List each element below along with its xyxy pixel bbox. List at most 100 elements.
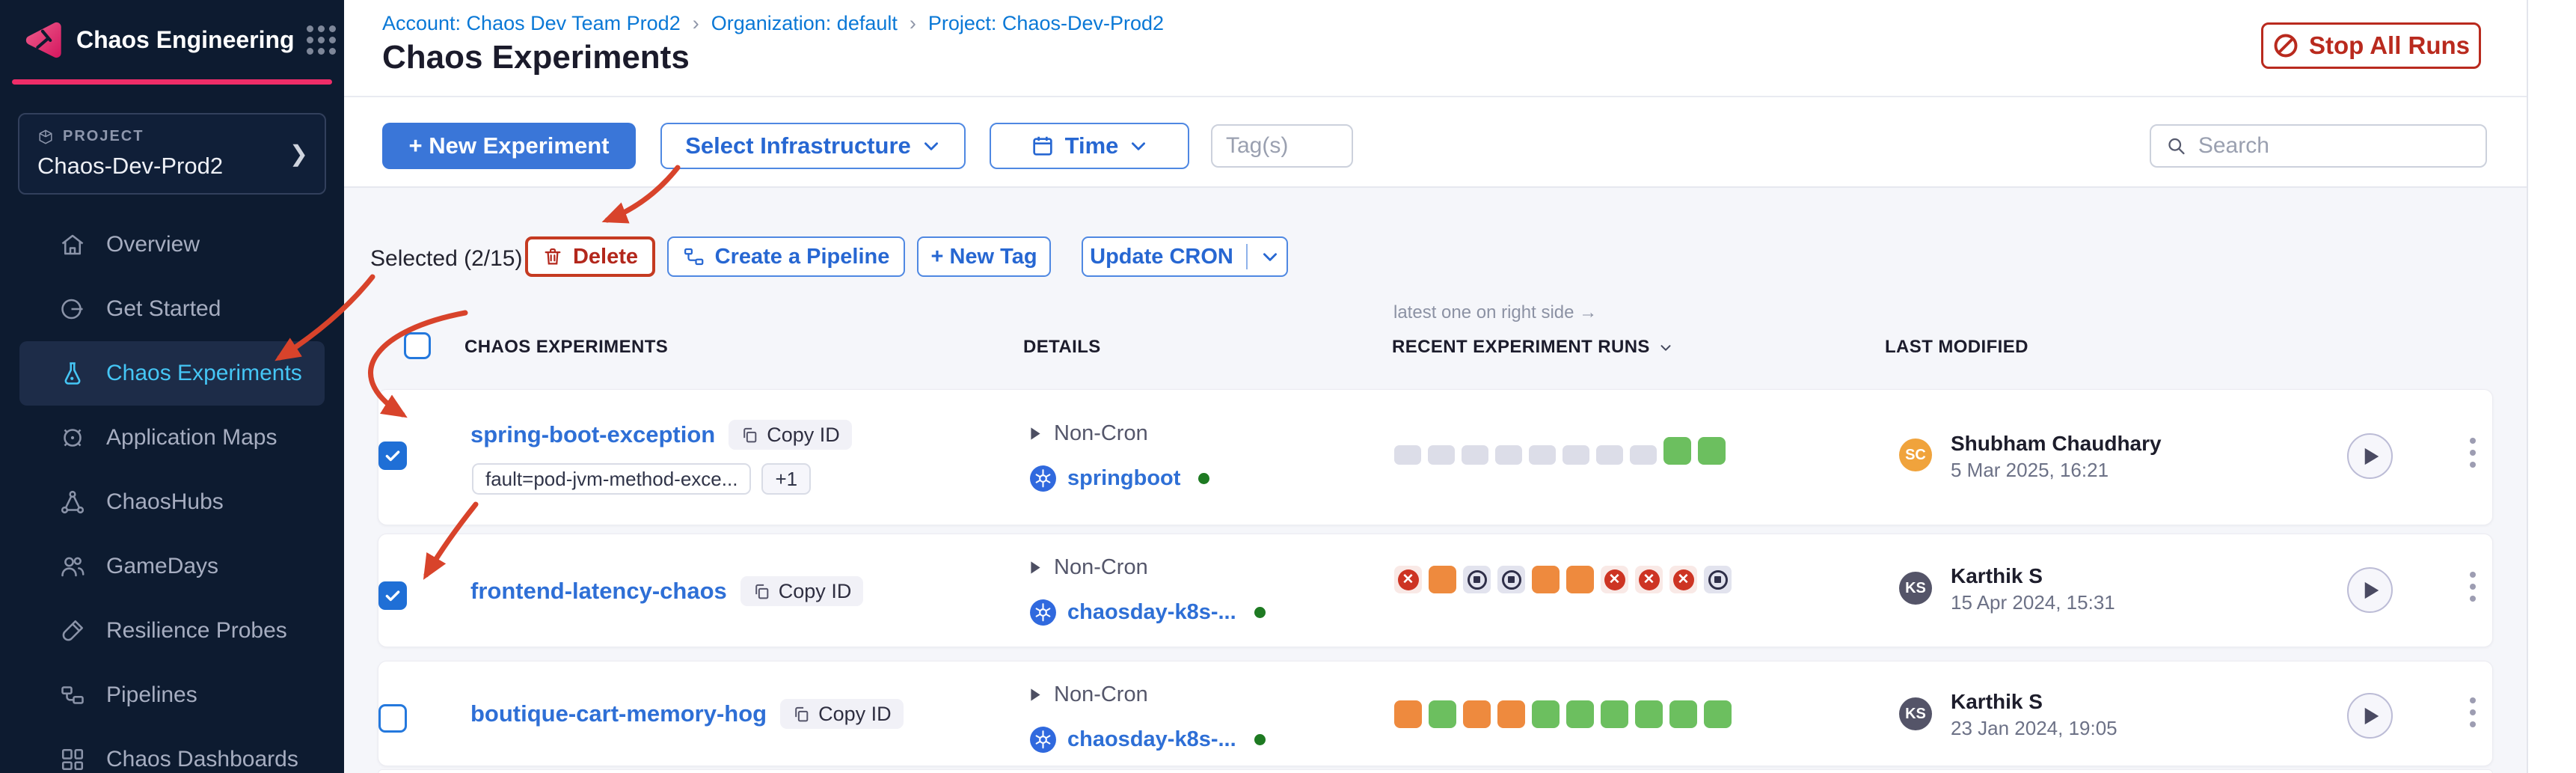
experiment-name-link[interactable]: boutique-cart-memory-hog bbox=[470, 700, 767, 727]
run-status-completed[interactable] bbox=[1429, 700, 1456, 728]
infrastructure-link[interactable]: chaosday-k8s-... bbox=[1067, 600, 1236, 624]
tag-pill[interactable]: fault=pod-jvm-method-exce... bbox=[472, 463, 752, 495]
run-experiment-button[interactable] bbox=[2347, 693, 2393, 739]
run-status-empty[interactable] bbox=[1394, 445, 1421, 465]
stop-slash-icon bbox=[2274, 34, 2298, 58]
cube-icon bbox=[39, 129, 52, 144]
scrollbar-gutter[interactable] bbox=[2527, 0, 2576, 773]
run-status-empty[interactable] bbox=[1462, 445, 1488, 465]
chevron-down-icon bbox=[1132, 142, 1146, 150]
update-cron-split-button[interactable]: Update CRON bbox=[1082, 236, 1288, 277]
get-started-icon bbox=[58, 295, 87, 323]
row-checkbox[interactable] bbox=[378, 581, 407, 610]
column-header-recent-runs[interactable]: RECENT EXPERIMENT RUNS bbox=[1392, 337, 1674, 358]
copy-id-button[interactable]: Copy ID bbox=[780, 699, 904, 729]
column-header-details[interactable]: DETAILS bbox=[1023, 337, 1101, 357]
run-status-completed[interactable] bbox=[1669, 700, 1697, 728]
modified-by-name: Shubham Chaudhary bbox=[1951, 432, 2162, 455]
run-status-completed[interactable] bbox=[1663, 437, 1691, 465]
run-status-amber[interactable] bbox=[1566, 566, 1594, 593]
nodes-icon bbox=[58, 488, 87, 516]
experiment-row: boutique-cart-memory-hog Copy ID Non-Cro… bbox=[378, 661, 2493, 766]
copy-id-button[interactable]: Copy ID bbox=[740, 576, 864, 606]
tags-filter-input[interactable] bbox=[1211, 124, 1353, 168]
run-status-completed[interactable] bbox=[1601, 700, 1628, 728]
new-experiment-button[interactable]: + New Experiment bbox=[382, 123, 636, 169]
run-status-failed[interactable]: ✕ bbox=[1394, 566, 1422, 593]
run-status-empty[interactable] bbox=[1596, 445, 1623, 465]
run-status-stopped[interactable] bbox=[1463, 566, 1491, 593]
run-status-empty[interactable] bbox=[1563, 445, 1589, 465]
run-status-amber[interactable] bbox=[1429, 566, 1456, 593]
sidebar-item-resilience-probes[interactable]: Resilience Probes bbox=[0, 599, 344, 663]
run-status-failed[interactable]: ✕ bbox=[1601, 566, 1628, 593]
sidebar-item-label: Chaos Experiments bbox=[106, 361, 302, 385]
breadcrumb-org[interactable]: Organization: default bbox=[711, 12, 898, 34]
divider bbox=[1245, 244, 1248, 269]
create-pipeline-button[interactable]: Create a Pipeline bbox=[667, 236, 905, 277]
row-menu-button[interactable] bbox=[2467, 435, 2479, 471]
delete-button[interactable]: Delete bbox=[525, 236, 655, 277]
sidebar-item-chaos-dashboards[interactable]: Chaos Dashboards bbox=[0, 727, 344, 773]
avatar: SC bbox=[1899, 439, 1932, 471]
breadcrumb-project[interactable]: Project: Chaos-Dev-Prod2 bbox=[927, 12, 1165, 34]
column-header-last-modified[interactable]: LAST MODIFIED bbox=[1885, 337, 2028, 357]
sidebar-item-overview[interactable]: Overview bbox=[0, 213, 344, 277]
row-menu-button[interactable] bbox=[2467, 569, 2479, 605]
cron-type[interactable]: Non-Cron bbox=[1029, 682, 1148, 707]
select-all-checkbox[interactable] bbox=[404, 332, 431, 359]
run-status-completed[interactable] bbox=[1704, 700, 1732, 728]
copy-id-button[interactable]: Copy ID bbox=[729, 420, 852, 450]
run-status-completed[interactable] bbox=[1698, 437, 1726, 465]
run-status-empty[interactable] bbox=[1529, 445, 1556, 465]
column-header-experiments[interactable]: CHAOS EXPERIMENTS bbox=[464, 337, 669, 357]
row-menu-button[interactable] bbox=[2467, 694, 2479, 730]
select-infrastructure-dropdown[interactable]: Select Infrastructure bbox=[660, 123, 966, 169]
sidebar-item-pipelines[interactable]: Pipelines bbox=[0, 663, 344, 727]
run-status-stopped[interactable] bbox=[1704, 566, 1732, 593]
new-tag-button[interactable]: + New Tag bbox=[917, 236, 1051, 277]
run-status-completed[interactable] bbox=[1635, 700, 1663, 728]
run-status-empty[interactable] bbox=[1630, 445, 1657, 465]
run-status-failed[interactable]: ✕ bbox=[1635, 566, 1663, 593]
run-status-completed[interactable] bbox=[1532, 700, 1560, 728]
stop-all-runs-button[interactable]: Stop All Runs bbox=[2261, 22, 2481, 69]
run-status-amber[interactable] bbox=[1463, 700, 1491, 728]
run-status-amber[interactable] bbox=[1497, 700, 1525, 728]
copy-icon bbox=[755, 584, 769, 599]
infrastructure-link[interactable]: chaosday-k8s-... bbox=[1067, 727, 1236, 751]
run-status-stopped[interactable] bbox=[1497, 566, 1525, 593]
sidebar-item-chaos-experiments[interactable]: Chaos Experiments bbox=[19, 341, 325, 406]
run-status-completed[interactable] bbox=[1566, 700, 1594, 728]
sidebar-item-get-started[interactable]: Get Started bbox=[0, 277, 344, 341]
project-selector[interactable]: PROJECT Chaos-Dev-Prod2 ❯ bbox=[18, 113, 326, 195]
breadcrumb-account[interactable]: Account: Chaos Dev Team Prod2 bbox=[382, 12, 681, 34]
infra-status-dot bbox=[1198, 473, 1210, 484]
experiment-name-link[interactable]: spring-boot-exception bbox=[470, 421, 716, 447]
run-status-amber[interactable] bbox=[1394, 700, 1422, 728]
cron-type[interactable]: Non-Cron bbox=[1029, 555, 1148, 580]
sidebar-item-gamedays[interactable]: GameDays bbox=[0, 534, 344, 599]
run-status-empty[interactable] bbox=[1495, 445, 1522, 465]
cron-type[interactable]: Non-Cron bbox=[1029, 421, 1148, 446]
sidebar-item-application-maps[interactable]: Application Maps bbox=[0, 406, 344, 470]
breadcrumb: Account: Chaos Dev Team Prod2 › Organiza… bbox=[382, 12, 1164, 35]
experiment-name-link[interactable]: frontend-latency-chaos bbox=[470, 578, 727, 604]
recent-runs bbox=[1394, 700, 1732, 728]
infrastructure-link[interactable]: springboot bbox=[1067, 466, 1181, 490]
row-checkbox[interactable] bbox=[378, 442, 407, 470]
sidebar-item-chaoshubs[interactable]: ChaosHubs bbox=[0, 470, 344, 534]
app-grid-icon[interactable] bbox=[306, 25, 336, 55]
run-status-empty[interactable] bbox=[1428, 445, 1455, 465]
run-status-amber[interactable] bbox=[1532, 566, 1560, 593]
trash-icon bbox=[545, 248, 561, 265]
row-checkbox[interactable] bbox=[378, 704, 407, 733]
time-filter-dropdown[interactable]: Time bbox=[990, 123, 1189, 169]
run-status-failed[interactable]: ✕ bbox=[1669, 566, 1697, 593]
recent-runs: ✕ ✕ ✕ ✕ bbox=[1394, 566, 1732, 593]
copy-icon bbox=[743, 427, 757, 442]
tag-more-pill[interactable]: +1 bbox=[761, 463, 812, 495]
run-experiment-button[interactable] bbox=[2347, 567, 2393, 613]
run-experiment-button[interactable] bbox=[2347, 433, 2393, 479]
search-input[interactable] bbox=[2198, 133, 2471, 159]
